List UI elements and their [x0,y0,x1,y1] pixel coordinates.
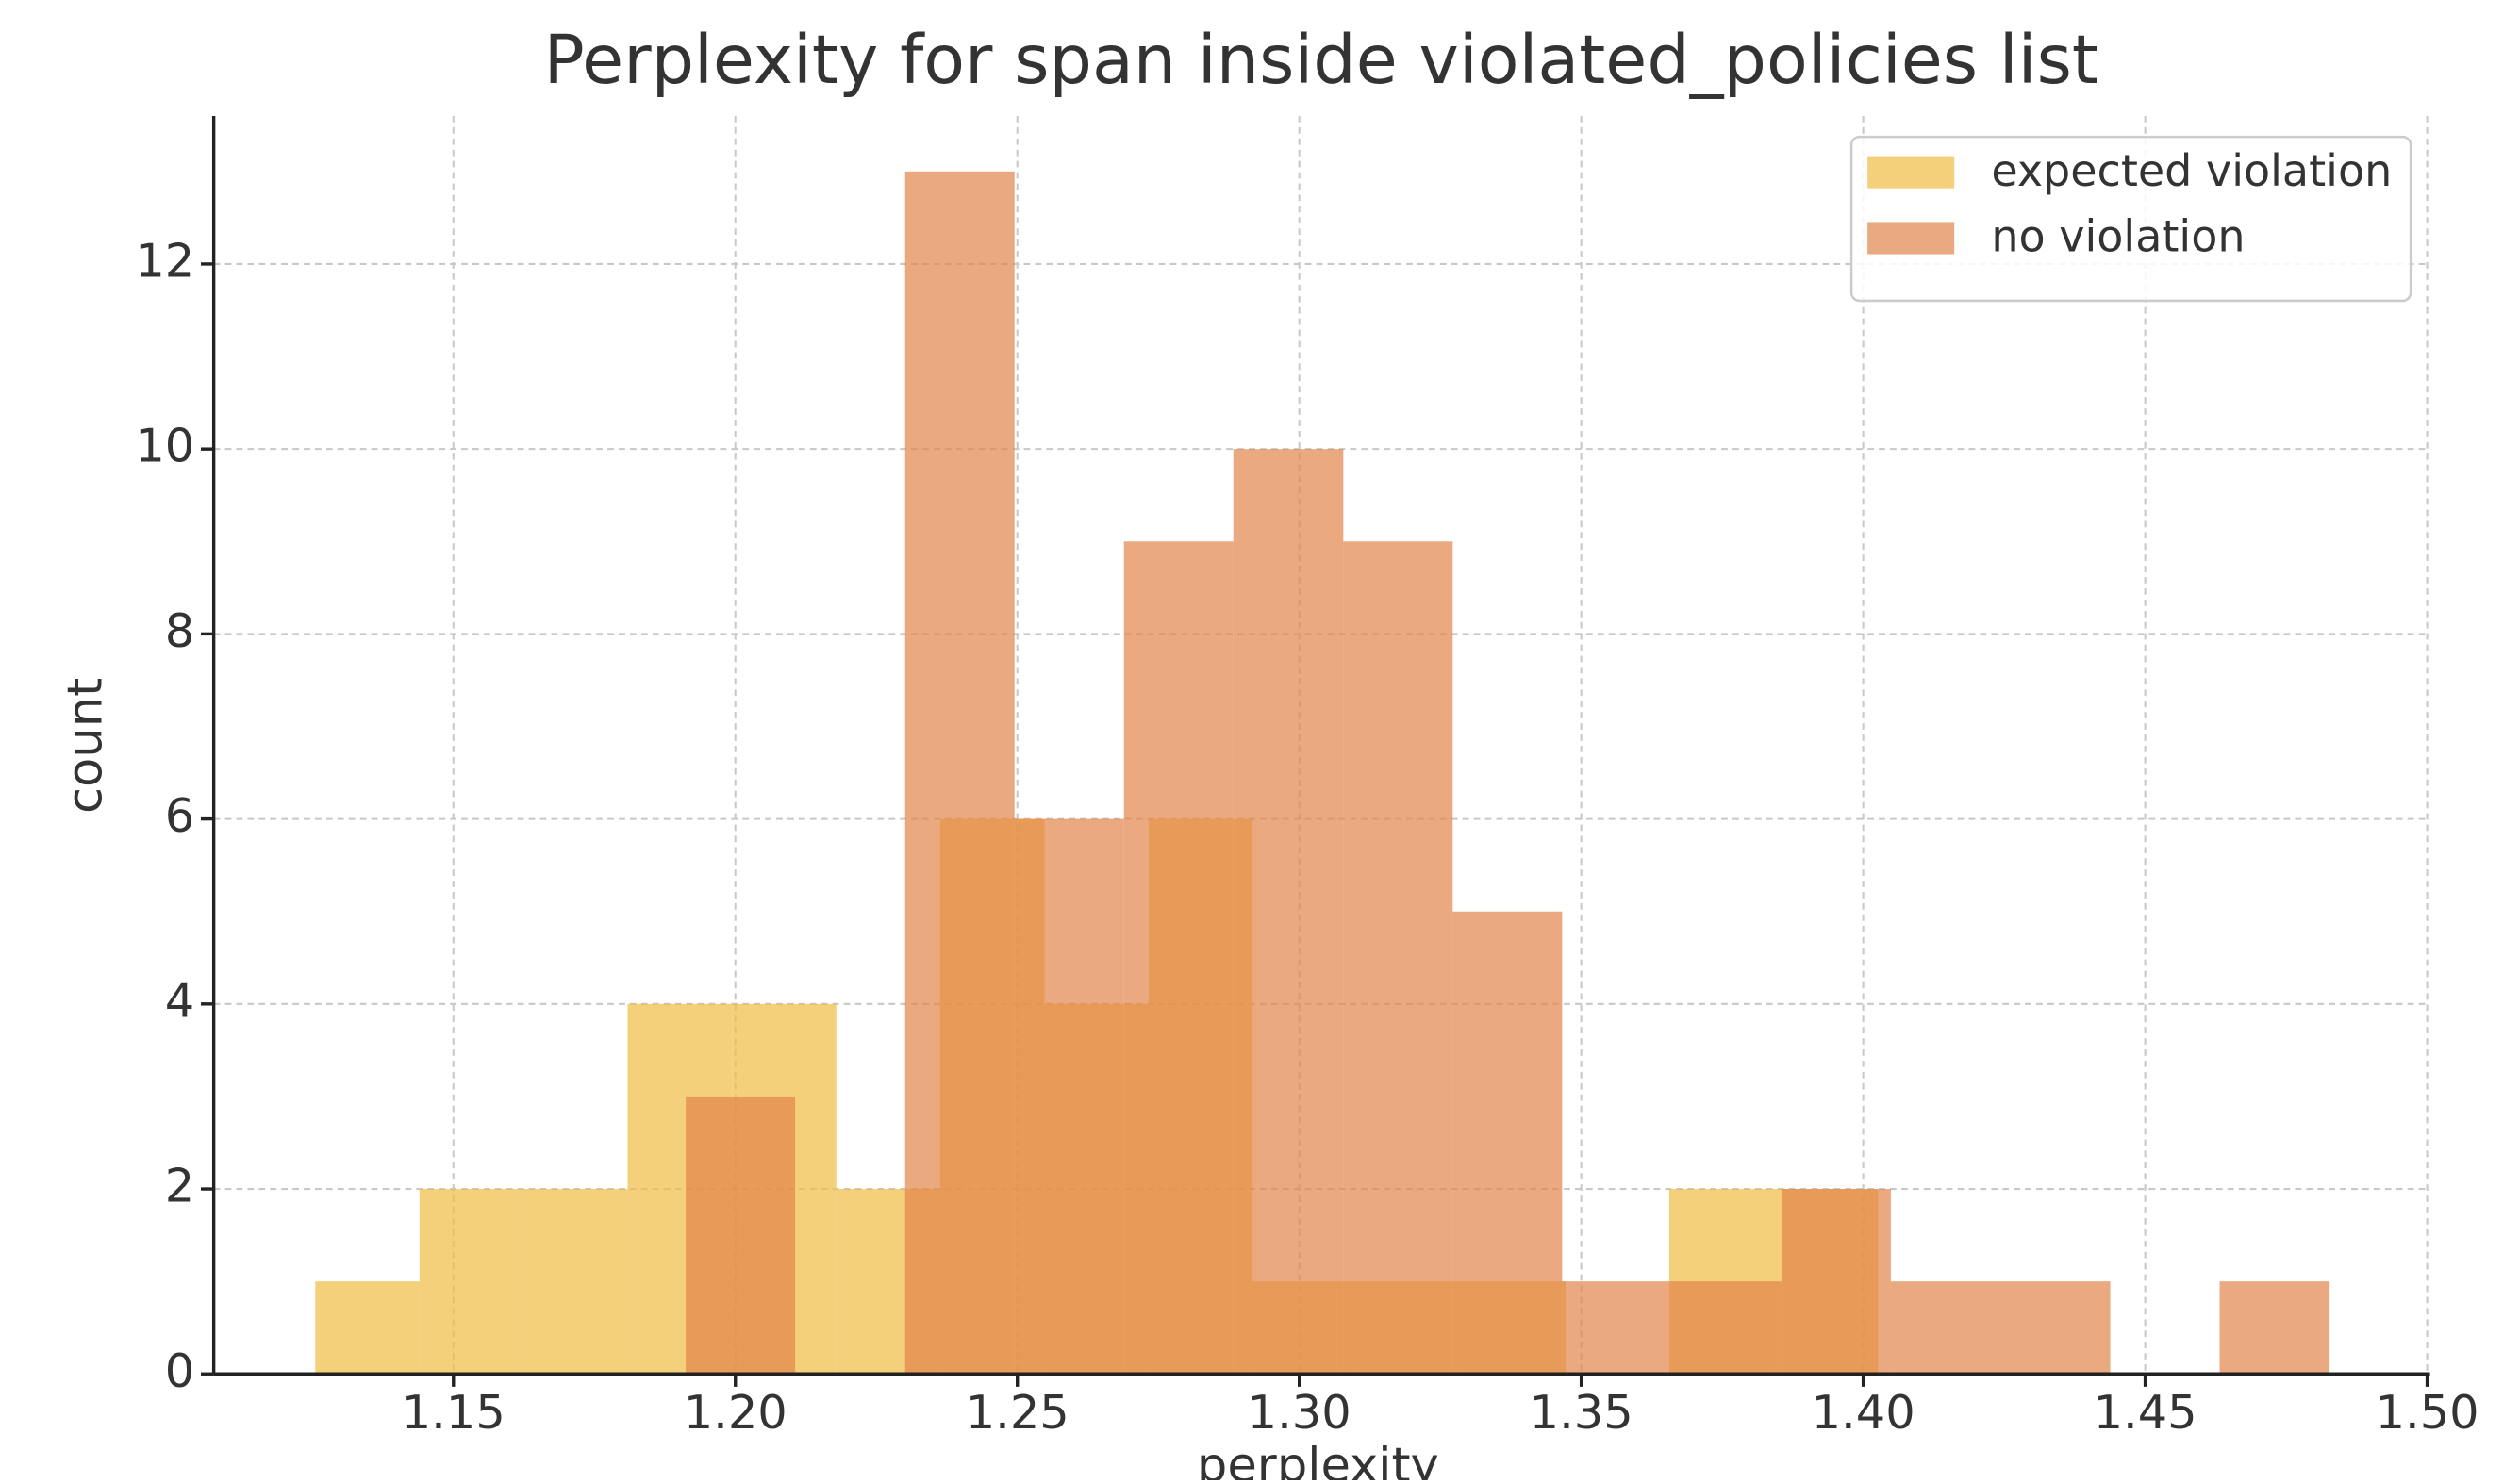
x-axis-label: perplexity [1197,1438,1439,1480]
histogram-bar [1343,541,1453,1375]
y-tick-label: 6 [165,788,194,843]
histogram-bar [904,171,1015,1375]
x-tick-label: 1.40 [1812,1385,1915,1440]
legend-label: expected violation [1991,145,2392,196]
x-tick-label: 1.20 [684,1385,788,1440]
legend-frame [1849,135,2412,303]
histogram-bar [1123,541,1234,1375]
y-tick-label: 4 [165,973,194,1028]
x-tick-label: 1.50 [2376,1385,2479,1440]
y-tick-label: 0 [165,1344,194,1398]
x-tick-label: 1.25 [966,1385,1069,1440]
histogram-bar [686,1096,796,1375]
legend-label: no violation [1991,211,2245,262]
histogram-bar [2000,1281,2111,1375]
y-tick-label: 8 [165,603,194,658]
histogram-bar [1671,1281,1782,1375]
x-tick-label: 1.15 [402,1385,506,1440]
histogram-bar [1890,1281,2001,1375]
chart-title: Perplexity for span inside violated_poli… [544,21,2098,99]
histogram-bar [1781,1189,1891,1375]
histogram-bar [1452,911,1563,1375]
axes: 1.15 1.20 1.25 1.30 1.35 1.40 1.45 1.50 0 2 4 6 8 10 1… [135,115,2479,1440]
histogram-bar [1562,1281,1672,1375]
x-tick-label: 1.35 [1530,1385,1633,1440]
histogram-bar [522,1189,628,1375]
histogram-bar [2219,1281,2330,1375]
y-tick-label: 10 [135,419,194,473]
legend: expected violation no violation [1849,135,2412,303]
bars [315,171,2330,1375]
x-tick-label: 1.30 [1248,1385,1351,1440]
histogram-bar [315,1281,420,1375]
histogram-bar [1014,818,1124,1375]
histogram-bar [419,1189,523,1375]
legend-swatch [1867,222,1955,255]
y-tick-label: 2 [165,1159,194,1213]
histogram-bar [1233,449,1344,1375]
x-tick-label: 1.45 [2094,1385,2197,1440]
legend-swatch [1867,156,1955,189]
y-axis-label: count [58,678,114,814]
y-tick-label: 12 [135,233,194,288]
